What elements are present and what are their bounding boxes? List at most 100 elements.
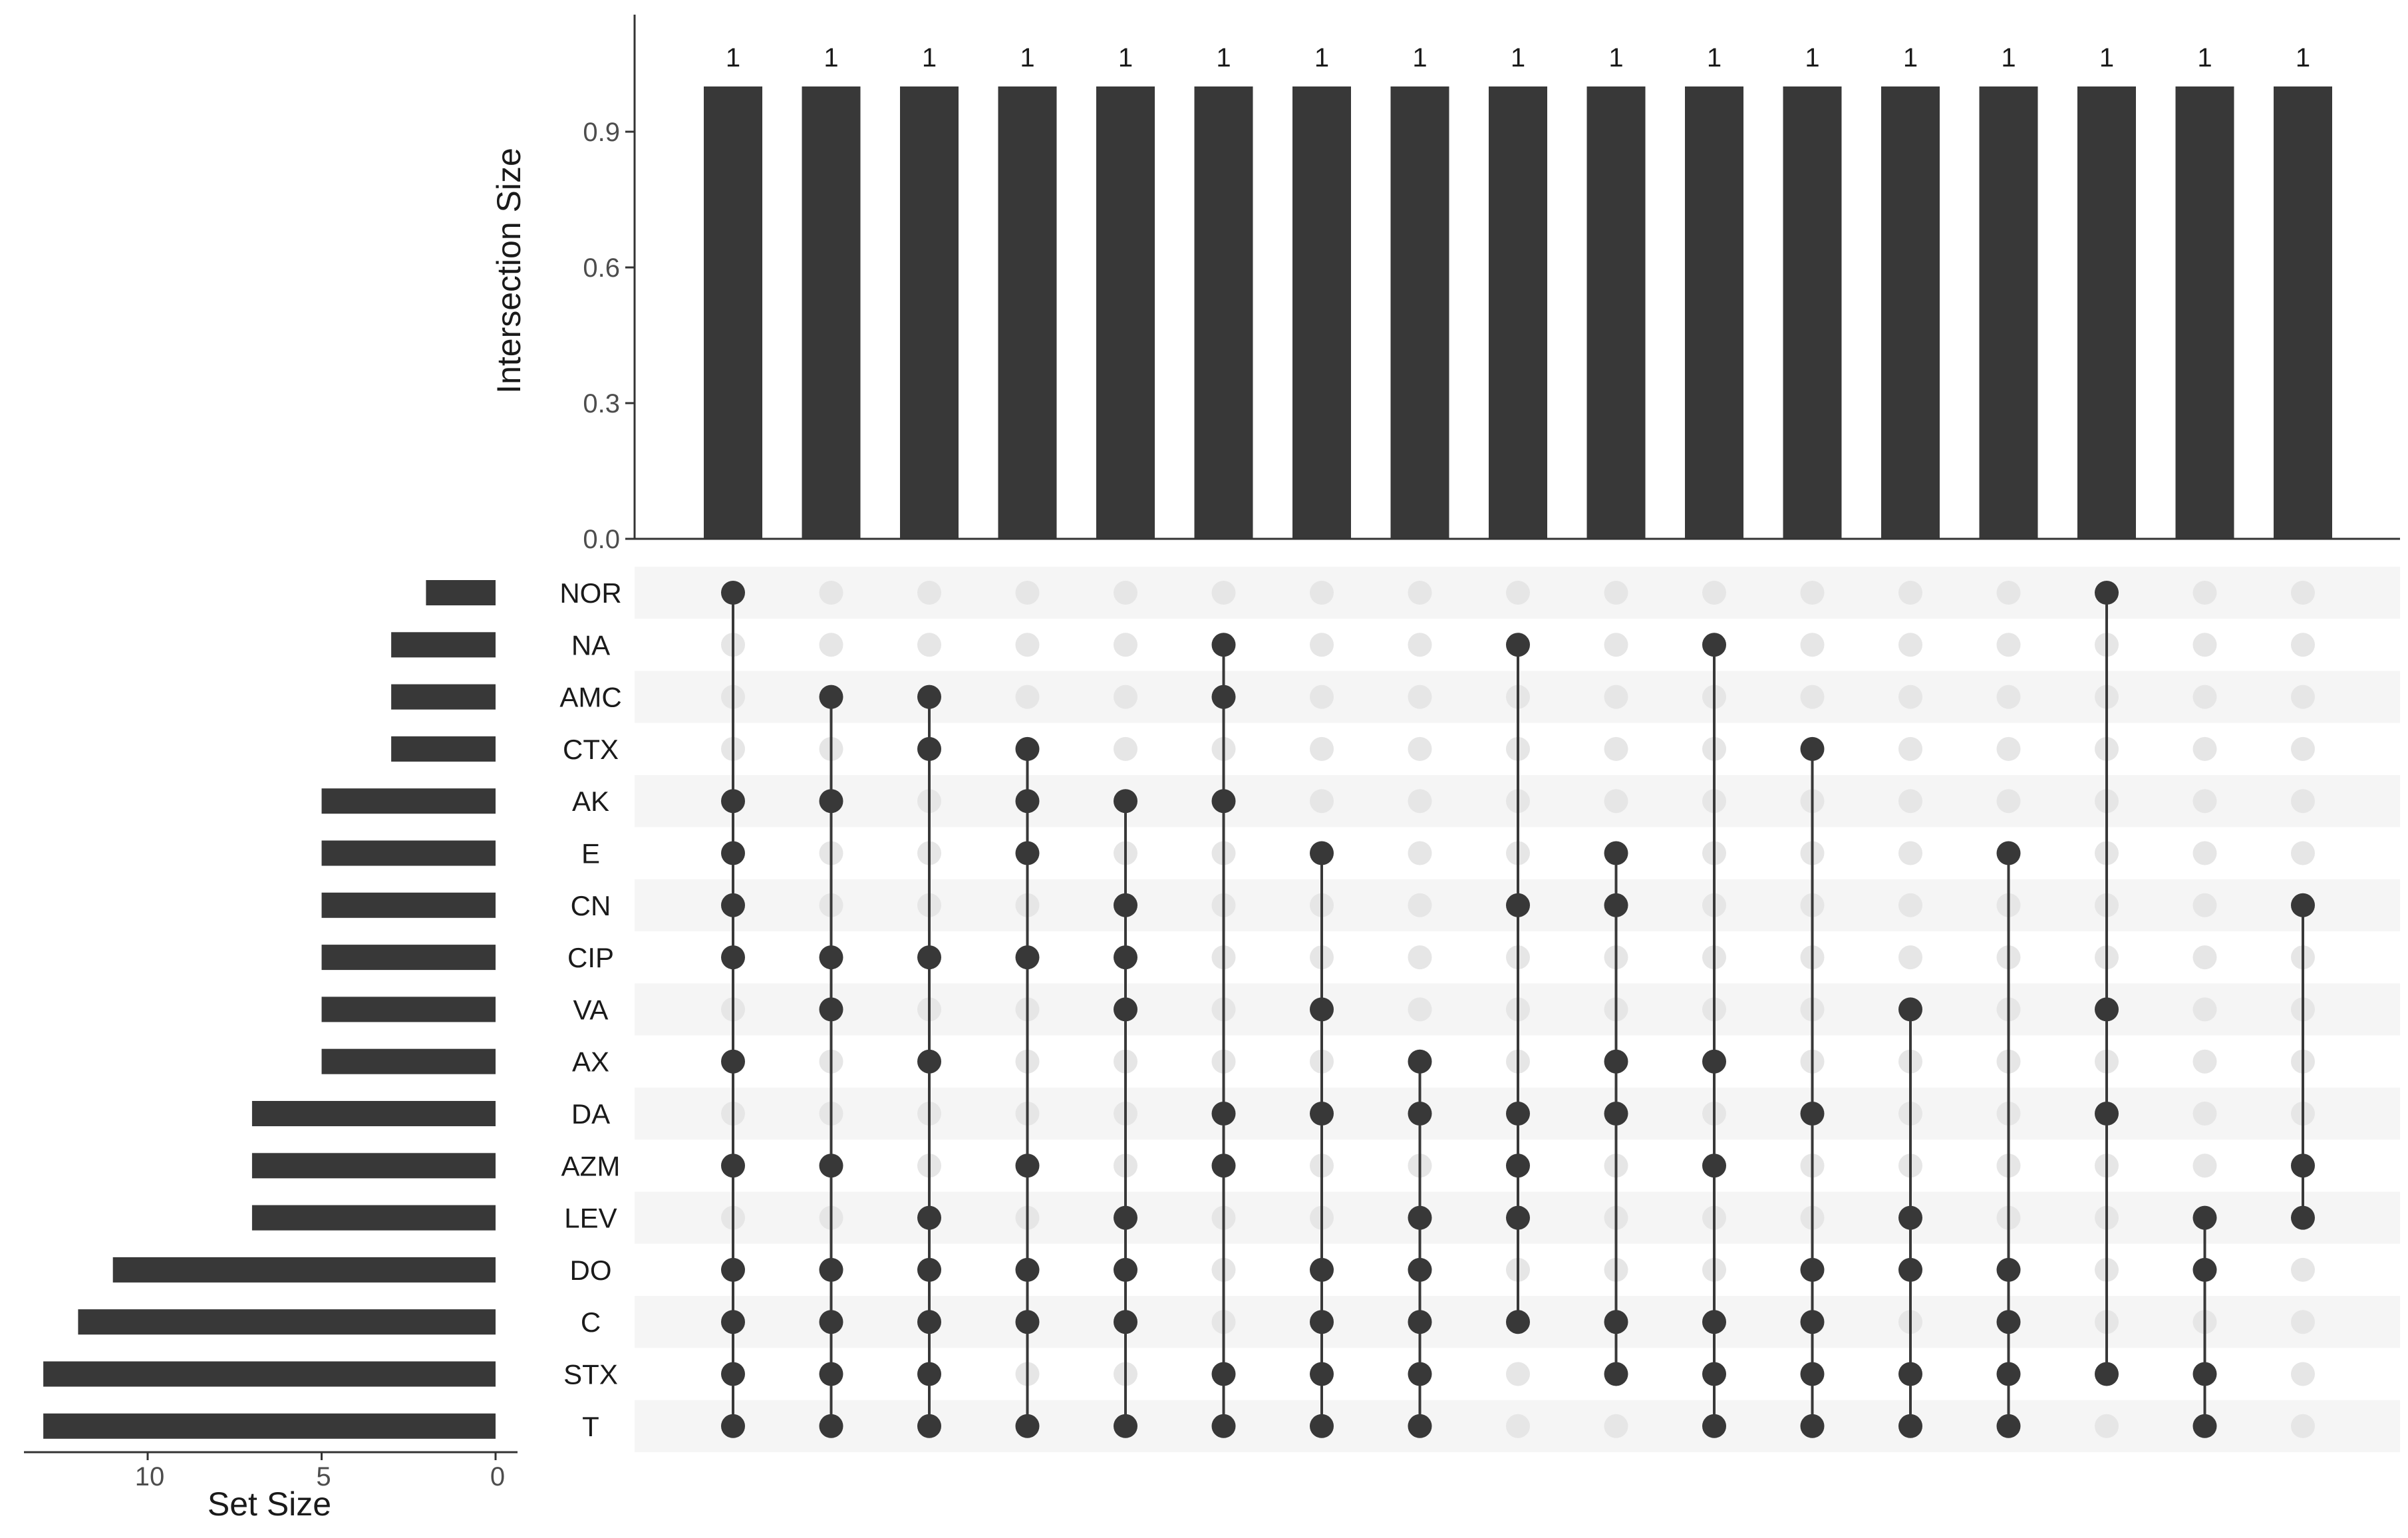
matrix-dot-active [1506,633,1530,657]
matrix-dot-active [1310,1257,1334,1282]
matrix-dot-inactive [2192,997,2217,1022]
intersection-bar [1586,86,1646,539]
matrix-dot-active [1310,1362,1334,1386]
matrix-dot-inactive [2291,581,2315,605]
set-label: AX [572,1046,609,1078]
intersection-bar-label: 1 [2099,43,2114,73]
set-size-tick-label: 10 [135,1462,165,1491]
set-size-bar [391,632,496,658]
matrix-dot-inactive [1015,685,1040,709]
matrix-dot-active [1211,1154,1236,1178]
matrix-dot-active [1604,1362,1628,1386]
matrix-dot-active [1604,1102,1628,1126]
matrix-dot-active [721,1310,745,1334]
matrix-dot-inactive [2192,1049,2217,1074]
intersection-y-tick-label: 0.3 [583,389,620,418]
matrix-dot-inactive [1898,841,1922,865]
set-label: STX [563,1359,618,1390]
matrix-dot-active [2192,1257,2217,1282]
matrix-dot-active [1408,1362,1432,1386]
set-size-axis: 10 5 0 [24,1451,518,1491]
matrix-dot-inactive [1898,736,1922,761]
intersection-bar [802,86,861,539]
matrix-dot-inactive [1211,581,1236,605]
intersection-bar [1979,86,2038,539]
intersection-bar [1783,86,1842,539]
intersection-y-tick-label: 0.6 [583,253,620,283]
matrix-dot-active [1310,1414,1334,1438]
matrix-dot-inactive [819,633,843,657]
matrix-dot-active [1702,1154,1726,1178]
matrix-dot-active [1408,1049,1432,1074]
matrix-dot-active [1114,1414,1137,1438]
set-labels: NOR NA AMC CTX AK E CN CIP VA AX DA AZM LEV DO C STX T [559,577,621,1442]
matrix-dot-active [819,1154,843,1178]
matrix-dot-active [721,789,745,814]
set-size-tick-label: 5 [316,1462,331,1491]
set-size-bar [321,892,496,918]
set-size-bar [321,945,496,971]
matrix-dot-active [917,1362,941,1386]
matrix-dot-inactive [1800,633,1825,657]
matrix-dot-active [1015,945,1040,970]
matrix-dot-inactive [1604,789,1628,814]
matrix-dot-active [1015,841,1040,865]
matrix-dot-active [1114,1310,1137,1334]
intersection-bar-label: 1 [1020,43,1034,73]
matrix-dot-active [1800,1257,1825,1282]
matrix-dot-inactive [2192,736,2217,761]
matrix-dot-active [1211,685,1236,709]
matrix-dot-active [1015,789,1040,814]
intersection-bar [2077,86,2136,539]
matrix-dot-active [1015,736,1040,761]
intersection-bar-label: 1 [922,43,937,73]
matrix-dot-active [721,1257,745,1282]
set-size-bar [391,684,496,710]
matrix-dot-inactive [2291,789,2315,814]
matrix-dot-active [2192,1362,2217,1386]
intersection-bar-label: 1 [1903,43,1918,73]
matrix-dot-inactive [819,581,843,605]
matrix-dot-active [1408,1310,1432,1334]
matrix-dot-inactive [1310,736,1334,761]
matrix-dot-active [1408,1205,1432,1230]
matrix-dot-active [1996,1310,2021,1334]
matrix-dot-inactive [1996,633,2021,657]
set-label: AMC [559,682,621,713]
matrix-dot-inactive [917,581,941,605]
matrix-dot-active [1800,1362,1825,1386]
matrix-dot-inactive [1114,581,1137,605]
matrix-dot-active [1310,841,1334,865]
matrix-dot-active [721,945,745,970]
matrix-dot-active [2291,893,2315,917]
matrix-dot-active [2095,997,2119,1022]
matrix-dot-active [1506,1154,1530,1178]
matrix-dot-inactive [1996,789,2021,814]
matrix-dot-inactive [1996,736,2021,761]
set-label: DA [571,1098,610,1130]
matrix-dot-inactive [2291,633,2315,657]
intersection-bar [2274,86,2332,539]
matrix-dot-active [917,945,941,970]
matrix-dot-active [1800,1102,1825,1126]
intersection-bar-label: 1 [2197,43,2212,73]
intersection-bar [998,86,1057,539]
matrix-dot-active [819,1257,843,1282]
intersection-bar-label: 1 [1412,43,1427,73]
set-size-bar [321,840,496,866]
set-size-bar [321,1048,496,1074]
set-label: CTX [563,734,619,765]
intersection-bar [900,86,959,539]
intersection-bar-label: 1 [1314,43,1329,73]
matrix-dot-active [1211,1102,1236,1126]
matrix-dot-active [2291,1154,2315,1178]
intersection-bar-label: 1 [1805,43,1819,73]
set-label: CN [571,890,611,921]
matrix-dot-active [1114,997,1137,1022]
matrix-dot-active [1211,1414,1236,1438]
matrix-dot-active [1408,1414,1432,1438]
matrix-dot-inactive [1898,581,1922,605]
matrix-dot-active [721,1154,745,1178]
intersection-bar-label: 1 [1511,43,1525,73]
matrix-dot-active [917,1205,941,1230]
